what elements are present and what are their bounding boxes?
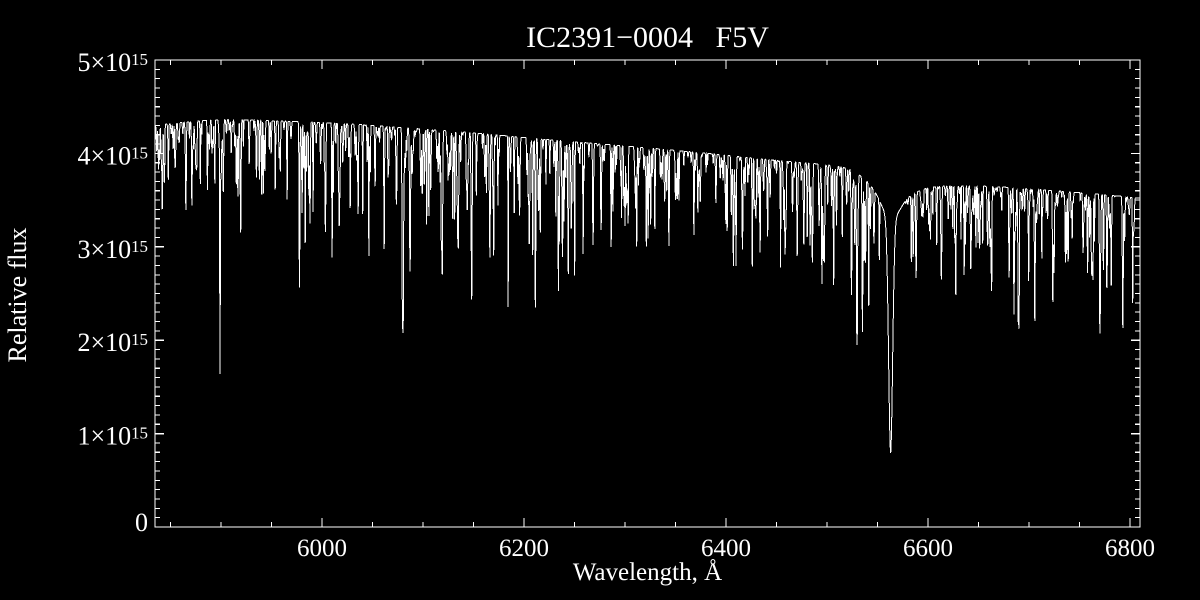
svg-text:6800: 6800 [1105, 535, 1155, 562]
svg-text:6200: 6200 [499, 535, 549, 562]
svg-text:Wavelength, Å: Wavelength, Å [573, 559, 722, 586]
svg-text:6400: 6400 [701, 535, 751, 562]
svg-text:6600: 6600 [903, 535, 953, 562]
svg-text:Relative flux: Relative flux [3, 227, 32, 362]
svg-text:6000: 6000 [297, 535, 347, 562]
svg-text:0: 0 [135, 508, 148, 537]
svg-text:IC2391−0004 F5V: IC2391−0004 F5V [526, 21, 769, 54]
